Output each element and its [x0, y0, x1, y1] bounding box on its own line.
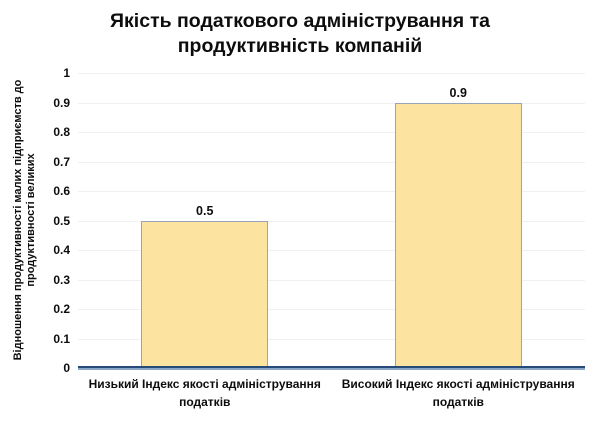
gridline: [78, 73, 585, 74]
bar-cell: 0.5: [78, 73, 332, 368]
y-tick-label: 0.4: [53, 243, 70, 257]
bars-row: 0.5 0.9: [78, 73, 585, 368]
y-tick-label: 1: [63, 66, 70, 80]
x-axis-line: [78, 366, 585, 370]
y-tick-label: 0.1: [53, 331, 70, 346]
y-axis-ticks: 0 0.1 0.2 0.3 0.4 0.5 0.6 0.7 0.8 0.9 1: [0, 66, 70, 375]
plot-area: 0.5 0.9: [78, 73, 585, 368]
x-axis-labels: Низький Індекс якості адміністрування по…: [78, 375, 585, 411]
bar-value-label: 0.5: [196, 203, 214, 218]
y-tick-label: 0.3: [53, 272, 70, 287]
gridline: [78, 191, 585, 192]
x-category-label: Низький Індекс якості адміністрування по…: [88, 377, 321, 409]
y-tick-label: 0: [63, 361, 70, 375]
gridline: [78, 102, 585, 104]
y-tick-label: 0.5: [53, 213, 70, 228]
bar: 0.9: [394, 86, 522, 368]
bar-value-label: 0.9: [449, 85, 467, 100]
gridline: [78, 309, 585, 310]
gridline: [78, 279, 585, 281]
y-tick-label: 0.7: [53, 154, 70, 169]
y-tick-label: 0.2: [53, 302, 70, 316]
y-tick-label: 0.9: [53, 95, 70, 110]
x-category-label: Високий Індекс якості адміністрування по…: [341, 377, 575, 409]
gridline: [78, 220, 585, 222]
bar-cell: 0.9: [332, 73, 586, 368]
y-tick-label: 0.8: [53, 125, 70, 139]
chart-title: Якість податкового адміністрування та пр…: [110, 10, 490, 57]
gridline: [78, 250, 585, 251]
bar: 0.5: [141, 204, 269, 368]
gridline: [78, 132, 585, 133]
y-tick-label: 0.6: [53, 184, 70, 198]
gridline: [78, 338, 585, 340]
gridline: [78, 161, 585, 163]
